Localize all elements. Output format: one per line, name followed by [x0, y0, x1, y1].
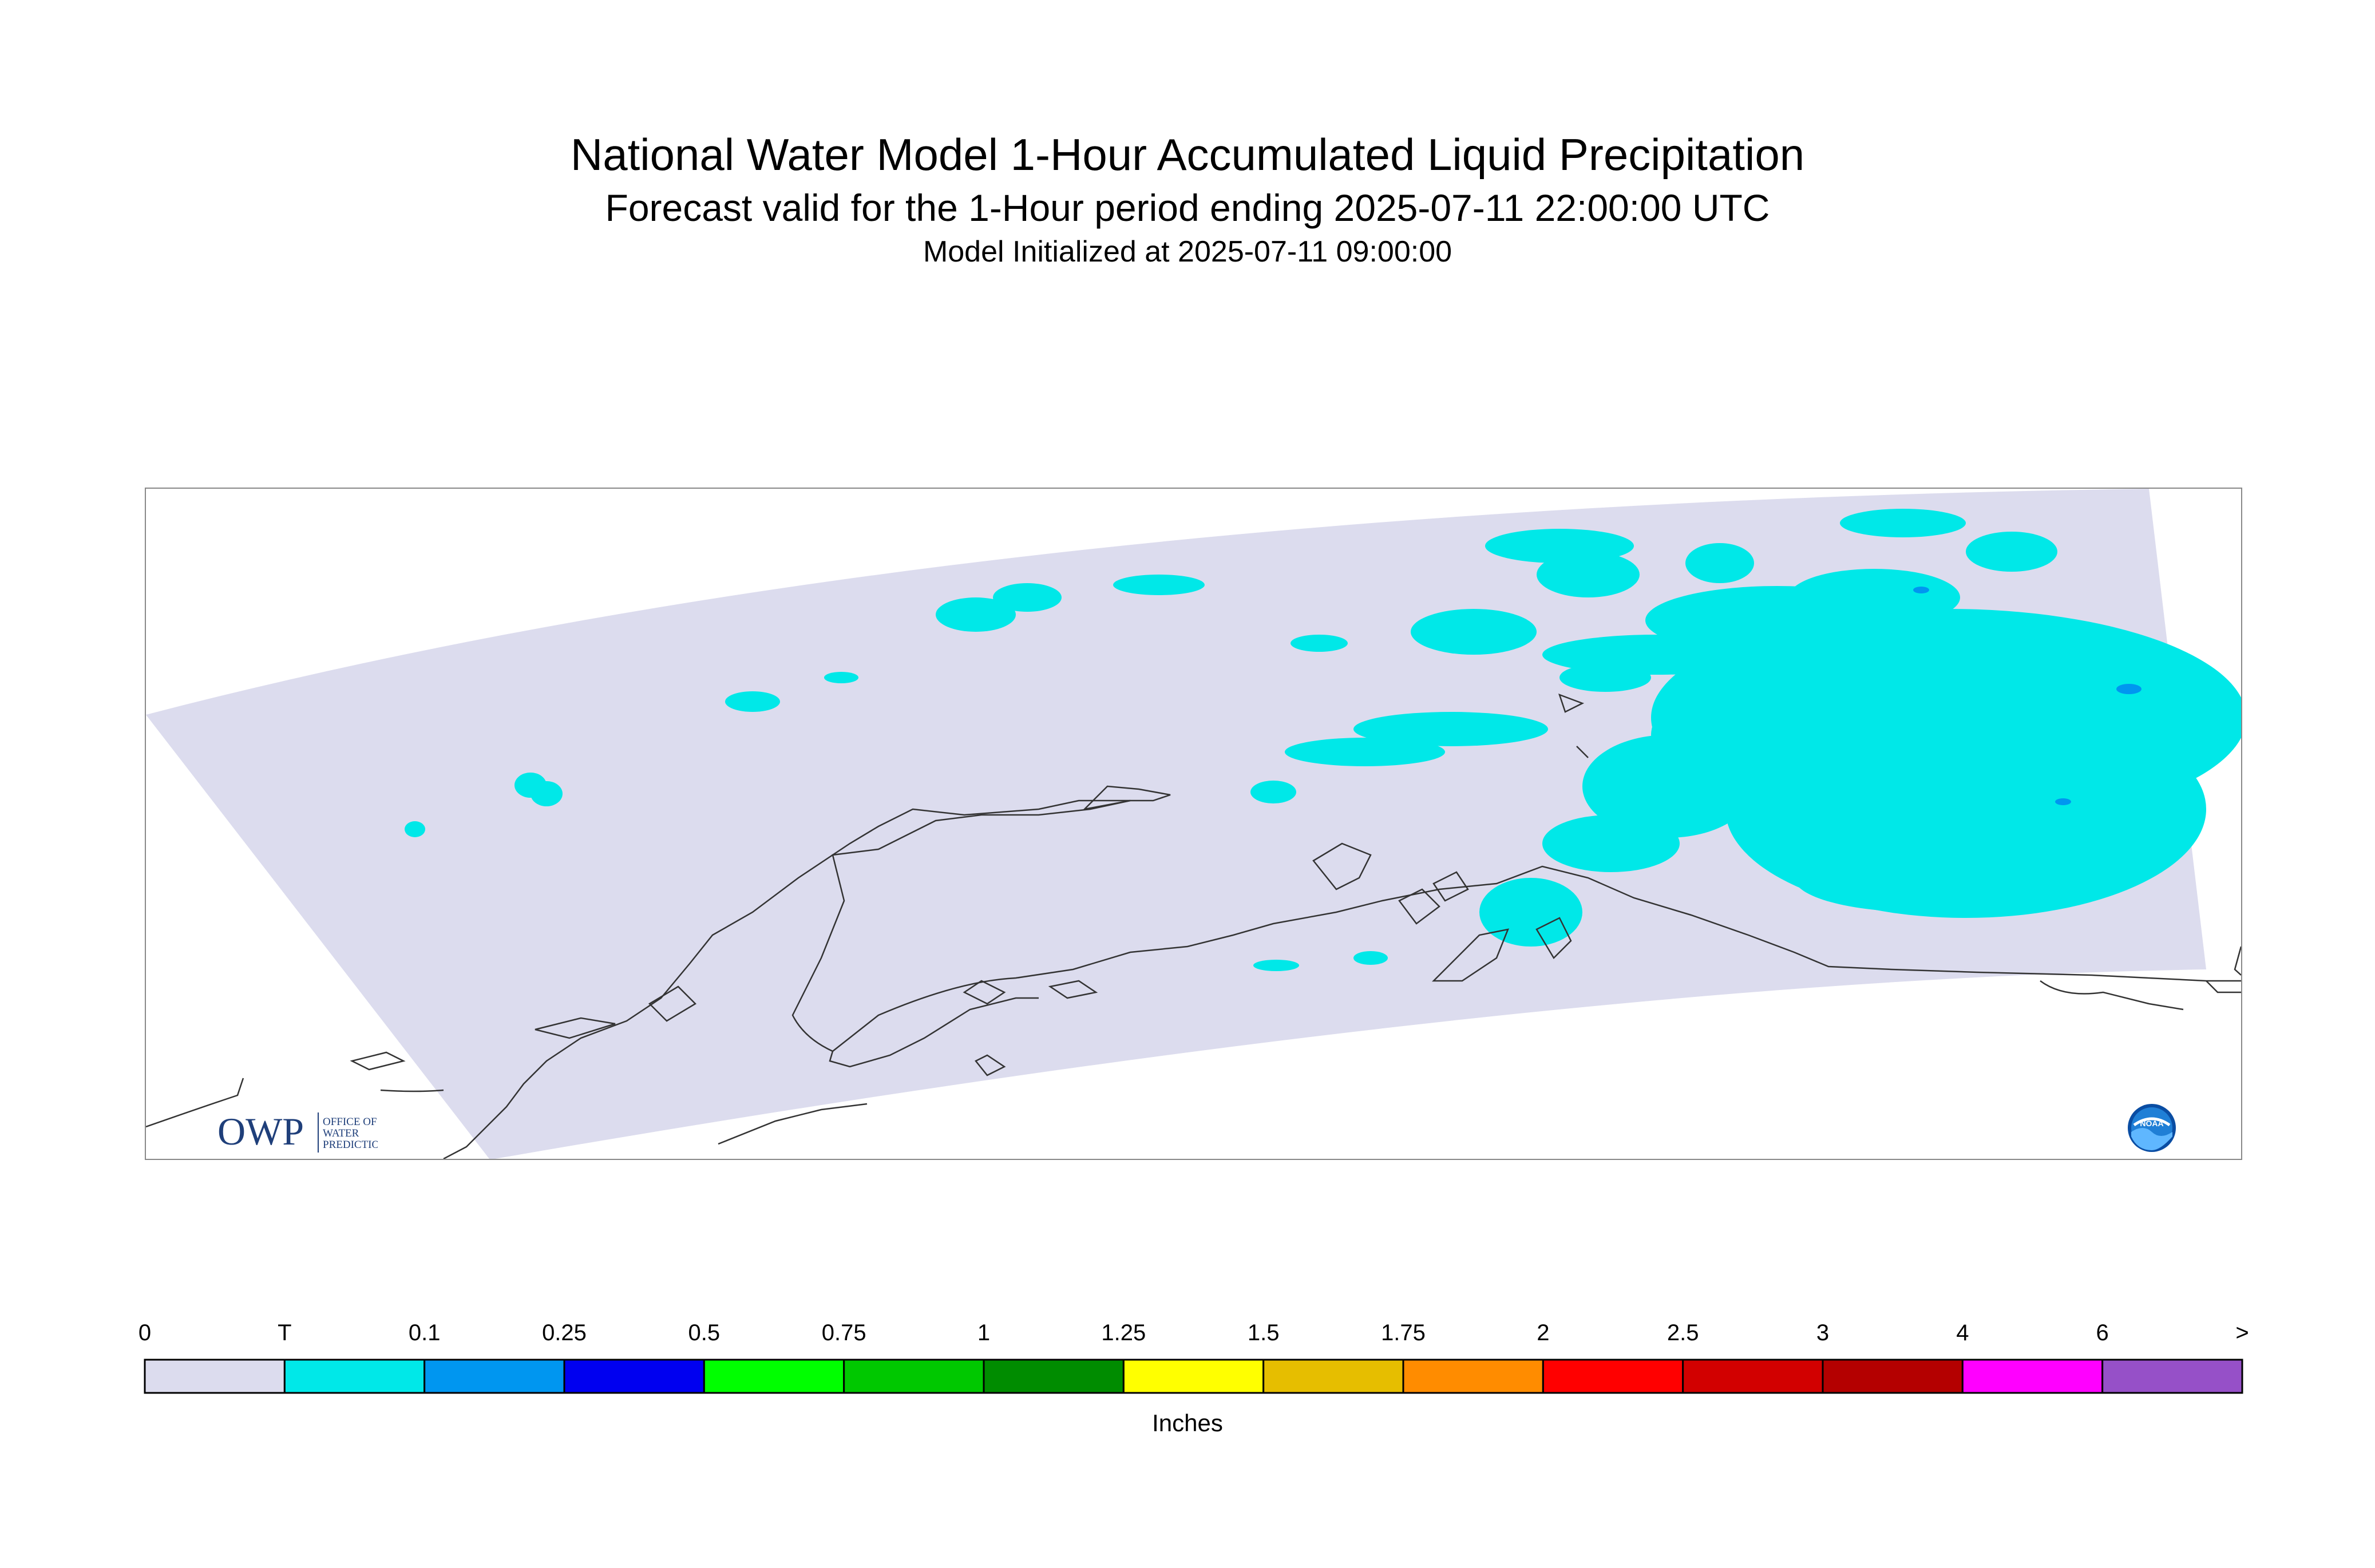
colorbar-tick-label: 0.75 — [822, 1320, 866, 1345]
colorbar-tick-label: > — [2235, 1320, 2249, 1345]
colorbar-tick-label: 1.5 — [1248, 1320, 1280, 1345]
colorbar-box — [2101, 1359, 2243, 1394]
map-panel: OWP OFFICE OF WATER PREDICTION NOAA — [145, 488, 2242, 1160]
colorbar-box — [144, 1359, 286, 1394]
noaa-logo: NOAA — [2128, 1104, 2176, 1152]
colorbar-tick-label: 0.5 — [688, 1320, 721, 1345]
colorbar-tick-label: 6 — [2096, 1320, 2109, 1345]
colorbar-box — [1262, 1359, 1404, 1394]
colorbar-boxes — [144, 1359, 2243, 1394]
colorbar-box — [983, 1359, 1125, 1394]
colorbar-tick-label: 0 — [138, 1320, 151, 1345]
colorbar-tick-label: 0.25 — [542, 1320, 587, 1345]
colorbar-tick-labels: 0 T 0.1 0.25 0.5 0.75 1 1.25 1.5 1.75 2 2.5 3 4 6 > — [138, 1320, 2249, 1345]
precipitation-map — [146, 489, 2241, 1159]
colorbar-box — [1682, 1359, 1824, 1394]
colorbar-tick-label: 2.5 — [1667, 1320, 1699, 1345]
colorbar-box — [423, 1359, 565, 1394]
colorbar-box — [1402, 1359, 1544, 1394]
owp-logo-line1: OFFICE OF — [323, 1116, 377, 1128]
owp-logo-line2: WATER — [323, 1127, 359, 1139]
colorbar-tick-label: 1 — [977, 1320, 990, 1345]
trace-precip-areas — [405, 509, 2241, 971]
colorbar-box — [1822, 1359, 1964, 1394]
owp-logo-line3: PREDICTION — [323, 1139, 378, 1151]
colorbar-tick-label: 1.25 — [1101, 1320, 1146, 1345]
noaa-logo-text: NOAA — [2140, 1119, 2163, 1128]
colorbar-box — [563, 1359, 705, 1394]
owp-logo: OWP OFFICE OF WATER PREDICTION — [217, 1110, 378, 1153]
coastlines — [146, 693, 2241, 1159]
colorbar-box — [1122, 1359, 1265, 1394]
light-precip-spots — [1913, 587, 2142, 805]
colorbar-tick-label: T — [278, 1320, 291, 1345]
colorbar-box — [843, 1359, 985, 1394]
colorbar-box — [703, 1359, 845, 1394]
colorbar-box — [283, 1359, 426, 1394]
owp-logo-mark: OWP — [217, 1110, 304, 1153]
colorbar-box — [1542, 1359, 1684, 1394]
chart-subtitle: Forecast valid for the 1-Hour period end… — [605, 187, 1770, 229]
chart-title: National Water Model 1-Hour Accumulated … — [570, 129, 1805, 180]
colorbar-tick-label: 3 — [1816, 1320, 1829, 1345]
colorbar-tick-label: 0.1 — [409, 1320, 441, 1345]
colorbar-tick-label: 2 — [1537, 1320, 1549, 1345]
colorbar-units-label: Inches — [1152, 1409, 1223, 1436]
colorbar: 0 T 0.1 0.25 0.5 0.75 1 1.25 1.5 1.75 2 2.5 3 4 6 > — [138, 1320, 2249, 1394]
colorbar-tick-label: 1.75 — [1381, 1320, 1426, 1345]
colorbar-box — [1961, 1359, 2104, 1394]
model-init-line: Model Initialized at 2025-07-11 09:00:00 — [923, 235, 1452, 268]
colorbar-tick-label: 4 — [1956, 1320, 1969, 1345]
